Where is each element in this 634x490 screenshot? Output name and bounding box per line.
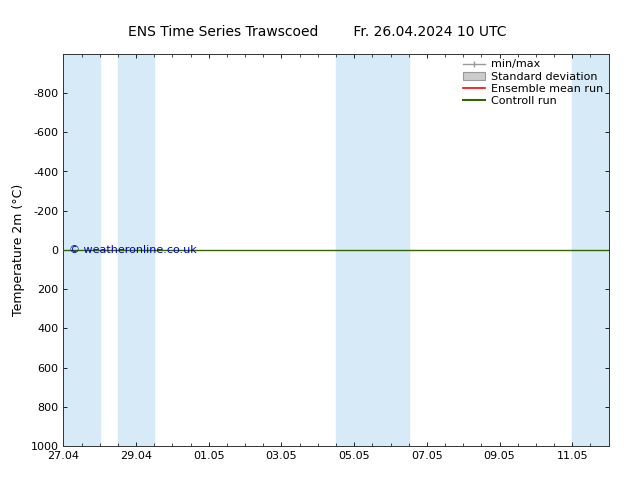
Bar	[573, 54, 609, 446]
Bar	[372, 54, 409, 446]
Bar	[336, 54, 372, 446]
Y-axis label: Temperature 2m (°C): Temperature 2m (°C)	[12, 184, 25, 316]
Text: © weatheronline.co.uk: © weatheronline.co.uk	[69, 245, 197, 255]
Bar	[63, 54, 100, 446]
Legend: min/max, Standard deviation, Ensemble mean run, Controll run: min/max, Standard deviation, Ensemble me…	[460, 56, 606, 109]
Bar	[118, 54, 154, 446]
Text: ENS Time Series Trawscoed        Fr. 26.04.2024 10 UTC: ENS Time Series Trawscoed Fr. 26.04.2024…	[127, 24, 507, 39]
